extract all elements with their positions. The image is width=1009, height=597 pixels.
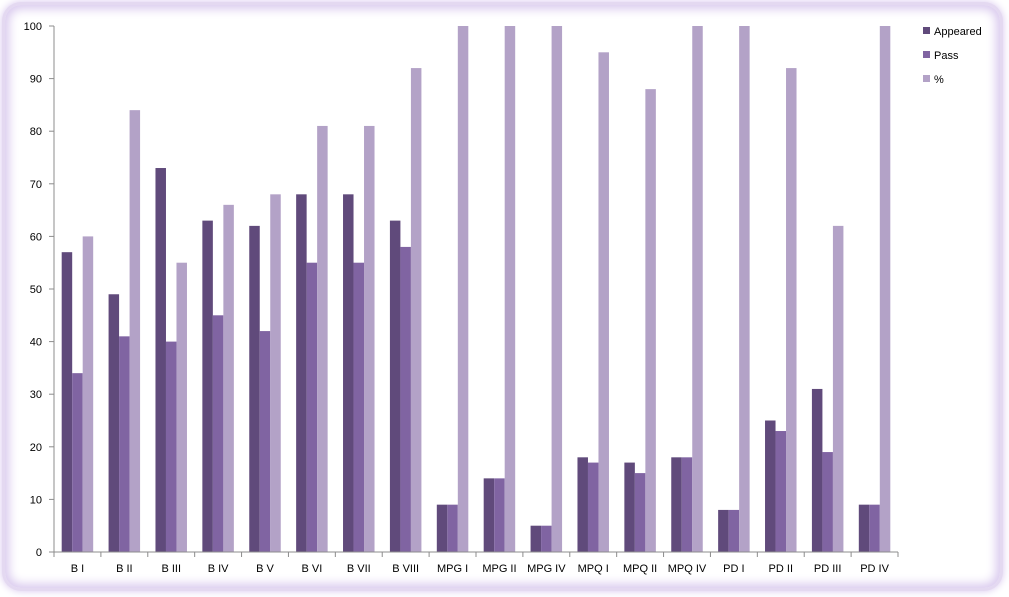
y-tick-label-20: 20 xyxy=(30,442,42,454)
bar-pass-b-vii xyxy=(353,262,365,552)
bar-percent-b-v xyxy=(270,194,281,552)
x-tick-label-mpg-iv: MPG IV xyxy=(527,563,566,575)
y-tick-label-60: 60 xyxy=(30,231,42,243)
bar-pass-pd-iii xyxy=(822,452,833,552)
legend-swatch-percent xyxy=(923,75,930,82)
bar-appeared-b-viii xyxy=(389,220,401,552)
x-tick-label-b-iii: B III xyxy=(161,563,181,575)
bar-appeared-mpg-iv xyxy=(530,525,542,552)
x-tick-label-b-vii: B VII xyxy=(347,563,371,575)
x-tick-label-pd-iii: PD III xyxy=(814,563,842,575)
legend-swatch-pass xyxy=(923,51,930,58)
x-tick-label-mpg-ii: MPG II xyxy=(482,563,516,575)
y-tick-label-10: 10 xyxy=(30,494,42,506)
bar-percent-b-ii xyxy=(129,110,141,552)
bar-pass-b-vi xyxy=(306,262,318,552)
legend-label-percent: % xyxy=(934,74,944,86)
y-tick-label-80: 80 xyxy=(30,126,42,138)
bar-pass-mpq-iv xyxy=(681,457,693,552)
x-tick-label-mpq-i: MPQ I xyxy=(578,563,609,575)
y-tick-label-40: 40 xyxy=(30,337,42,349)
bar-appeared-b-ii xyxy=(108,294,120,552)
bar-pass-mpg-iv xyxy=(541,525,552,552)
legend-label-pass: Pass xyxy=(934,50,959,62)
bar-appeared-b-v xyxy=(249,225,260,552)
bar-pass-b-v xyxy=(259,331,271,552)
bar-percent-mpg-iv xyxy=(551,26,563,552)
legend-label-appeared: Appeared xyxy=(934,26,982,38)
bar-pass-mpg-ii xyxy=(494,478,505,552)
bar-appeared-b-iii xyxy=(155,168,166,552)
bar-pass-pd-i xyxy=(728,509,740,552)
x-tick-label-b-ii: B II xyxy=(116,563,133,575)
legend-swatch-appeared xyxy=(923,27,930,34)
y-tick-label-0: 0 xyxy=(36,547,42,559)
bar-appeared-mpg-i xyxy=(436,504,448,552)
bar-percent-mpq-i xyxy=(598,52,609,553)
y-tick-label-100: 100 xyxy=(24,21,42,33)
bar-appeared-b-vi xyxy=(296,194,307,552)
bar-pass-pd-iv xyxy=(869,504,880,552)
y-tick-label-30: 30 xyxy=(30,389,42,401)
bar-pass-mpg-i xyxy=(447,504,458,552)
x-tick-label-b-iv: B IV xyxy=(208,563,229,575)
bar-percent-b-i xyxy=(82,236,94,552)
bar-appeared-mpq-i xyxy=(577,457,588,552)
bar-appeared-pd-ii xyxy=(765,420,776,552)
bar-pass-b-i xyxy=(72,373,83,552)
x-tick-label-b-vi: B VI xyxy=(301,563,322,575)
bar-percent-b-iii xyxy=(176,262,187,552)
bar-percent-mpq-iv xyxy=(692,26,703,552)
bar-percent-mpq-ii xyxy=(645,89,656,553)
bar-percent-b-vi xyxy=(317,125,328,552)
bar-appeared-b-vii xyxy=(343,194,354,552)
bar-appeared-pd-i xyxy=(718,509,729,552)
bar-appeared-pd-iv xyxy=(858,504,870,552)
x-tick-label-b-i: B I xyxy=(71,563,84,575)
x-tick-label-b-v: B V xyxy=(256,563,274,575)
y-tick-label-50: 50 xyxy=(30,284,42,296)
x-tick-label-b-viii: B VIII xyxy=(392,563,419,575)
bar-pass-b-iii xyxy=(165,341,177,552)
bar-percent-pd-ii xyxy=(786,68,797,552)
bar-pass-b-ii xyxy=(119,336,130,552)
bar-appeared-mpq-iv xyxy=(671,457,682,552)
x-tick-label-pd-i: PD I xyxy=(723,563,744,575)
bar-percent-mpg-ii xyxy=(504,26,516,552)
x-tick-label-pd-ii: PD II xyxy=(769,563,793,575)
bar-pass-mpq-i xyxy=(587,462,599,552)
bar-pass-b-iv xyxy=(212,315,224,552)
bar-percent-pd-iii xyxy=(832,225,844,552)
bar-percent-pd-iv xyxy=(879,26,891,552)
y-tick-label-90: 90 xyxy=(30,74,42,86)
x-tick-label-pd-iv: PD IV xyxy=(860,563,889,575)
bar-appeared-pd-iii xyxy=(811,388,823,552)
bar-pass-mpq-ii xyxy=(634,473,646,552)
y-tick-label-70: 70 xyxy=(30,179,42,191)
bar-percent-b-vii xyxy=(364,125,375,552)
legend: Appeared Pass% xyxy=(923,26,982,86)
x-tick-label-mpq-ii: MPQ II xyxy=(623,563,657,575)
bar-appeared-mpq-ii xyxy=(624,462,635,552)
x-tick-label-mpg-i: MPG I xyxy=(437,563,468,575)
bars-group xyxy=(61,26,891,553)
bar-appeared-b-iv xyxy=(202,220,213,552)
bar-percent-b-iv xyxy=(223,204,234,552)
bar-appeared-mpg-ii xyxy=(483,478,495,552)
bar-pass-pd-ii xyxy=(775,431,787,552)
bar-percent-mpg-i xyxy=(457,26,469,552)
x-tick-label-mpq-iv: MPQ IV xyxy=(668,563,707,575)
bar-pass-b-viii xyxy=(400,246,411,553)
axes-group: 0 10 20 30 40 50 60 70 80 90 100 B I B II B III B IV B … xyxy=(24,21,899,575)
bar-appeared-b-i xyxy=(61,252,73,552)
bar-percent-pd-i xyxy=(739,26,750,552)
bar-percent-b-viii xyxy=(410,68,422,552)
